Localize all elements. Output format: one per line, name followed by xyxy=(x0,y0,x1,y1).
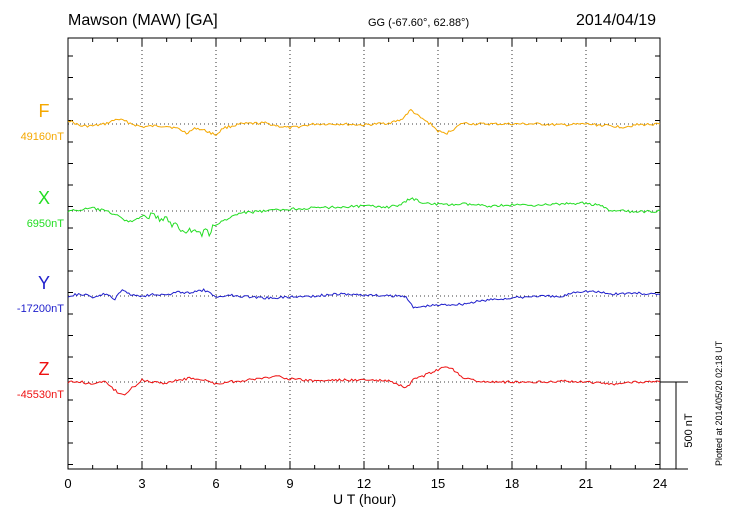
plotted-timestamp: Plotted at 2014/05/20 02:18 UT xyxy=(714,340,724,466)
series-name-z: Z xyxy=(39,359,50,379)
x-tick-label: 3 xyxy=(138,476,145,491)
x-tick-label: 12 xyxy=(357,476,371,491)
plot-date: 2014/04/19 xyxy=(576,12,657,29)
x-tick-label: 24 xyxy=(653,476,667,491)
station-title: Mawson (MAW) [GA] xyxy=(68,12,218,29)
x-tick-label: 0 xyxy=(64,476,71,491)
series-baseline-f: 49160nT xyxy=(21,131,65,143)
series-name-x: X xyxy=(38,188,50,208)
x-tick-label: 6 xyxy=(212,476,219,491)
x-tick-label: 21 xyxy=(579,476,593,491)
x-tick-label: 15 xyxy=(431,476,445,491)
series-line-x xyxy=(67,197,661,238)
scale-bar-label: 500 nT xyxy=(683,413,695,448)
x-axis-label: U T (hour) xyxy=(333,491,397,507)
x-tick-label: 9 xyxy=(286,476,293,491)
series-baseline-y: -17200nT xyxy=(17,303,64,315)
series-line-f xyxy=(67,108,661,136)
x-tick-label: 18 xyxy=(505,476,519,491)
series-name-y: Y xyxy=(38,273,50,293)
series-line-y xyxy=(67,288,661,309)
series-name-f: F xyxy=(39,101,50,121)
series-baseline-x: 6950nT xyxy=(27,218,65,230)
series-baseline-z: -45530nT xyxy=(17,389,64,401)
series-line-z xyxy=(67,366,661,396)
station-coordinates: GG (-67.60°, 62.88°) xyxy=(368,17,470,29)
